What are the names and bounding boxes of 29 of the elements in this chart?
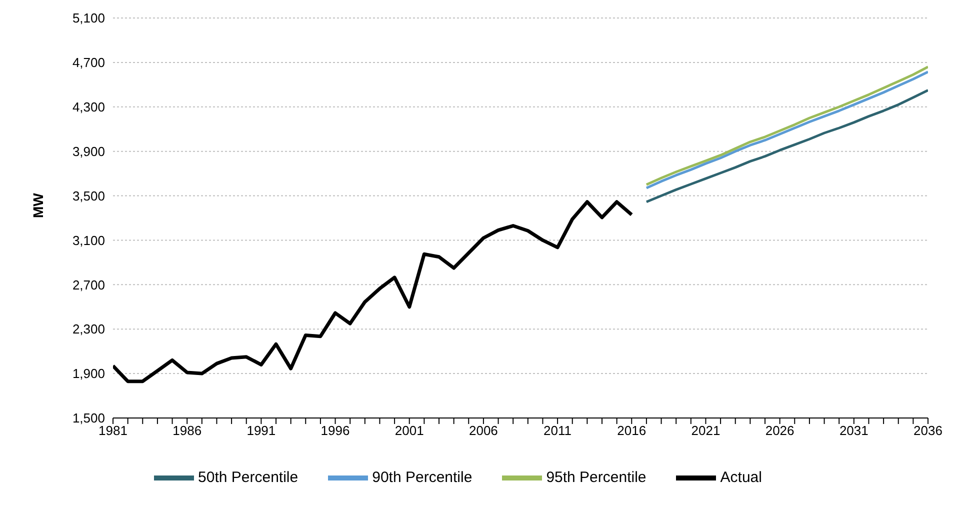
x-tick-label: 2011 [544,423,572,438]
y-tick-label: 5,100 [72,10,105,26]
x-tick-label: 2036 [914,423,942,438]
legend-label: 50th Percentile [198,468,298,486]
y-tick-label: 3,500 [72,188,105,204]
x-tick-label: 2026 [765,423,794,438]
legend-label: Actual [720,468,762,486]
y-tick-label: 1,500 [72,410,105,426]
y-tick-label: 4,700 [72,55,105,70]
x-tick-label: 2021 [691,423,720,438]
y-tick-label: 1,900 [72,366,105,382]
x-tick-label: 2006 [468,423,498,438]
y-axis-title: MW [30,192,46,218]
x-tick-label: 2001 [394,423,424,438]
legend-label: 90th Percentile [372,468,472,486]
x-tick-label: 1981 [98,423,128,438]
y-tick-label: 3,100 [72,232,105,248]
y-tick-label: 2,700 [72,277,105,292]
y-tick-label: 4,300 [72,100,105,115]
x-tick-label: 2016 [617,423,646,438]
x-tick-label: 1991 [246,423,276,438]
y-tick-label: 2,300 [72,322,105,337]
x-tick-label: 2031 [839,423,868,438]
line-series [113,200,634,384]
y-tick-label: 3,900 [72,144,105,159]
legend-label: 95th Percentile [546,468,646,486]
line-series [645,88,928,204]
x-tick-label: 1996 [320,423,350,438]
x-tick-label: 1986 [172,423,202,438]
